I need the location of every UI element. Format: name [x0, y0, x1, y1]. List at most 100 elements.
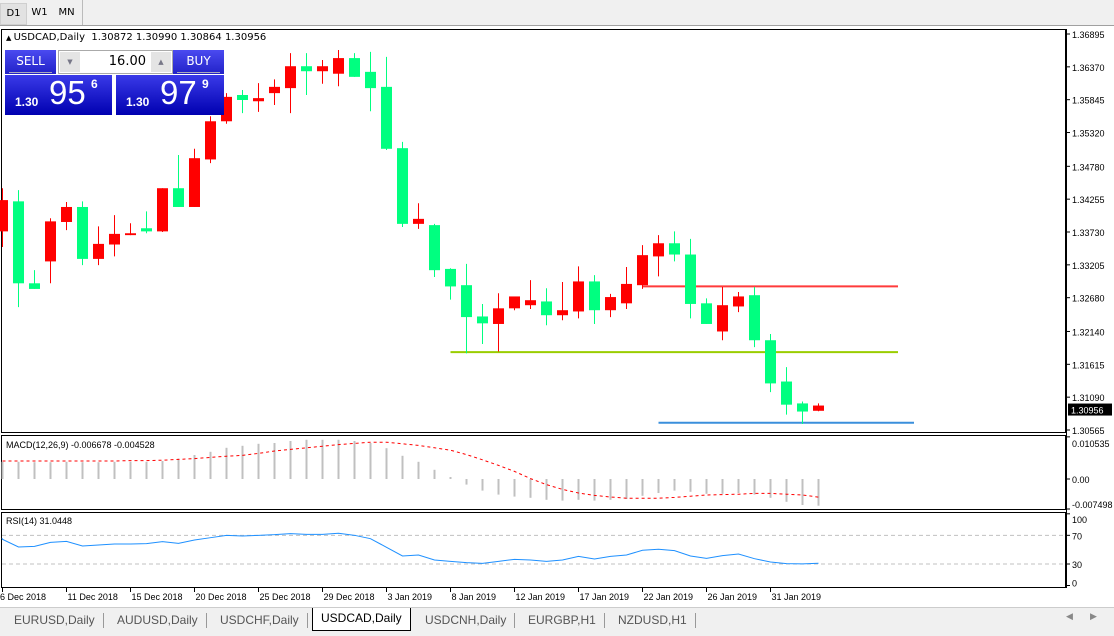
- macd-histogram-bar: [65, 461, 68, 479]
- macd-histogram-bar: [801, 479, 804, 505]
- rsi-panel: [1, 512, 1066, 588]
- chart-header: ▲ USDCAD,Daily 1.30872 1.30990 1.30864 1…: [6, 32, 266, 43]
- buy-button[interactable]: BUY: [173, 50, 224, 74]
- chart-canvas[interactable]: 1.36895 1.36370 1.35845 1.35320 1.34780 1.342…: [0, 26, 1114, 607]
- chart-ohlc: 1.30872 1.30990 1.30864 1.30956: [91, 32, 267, 43]
- candle-bear: [13, 201, 24, 284]
- macd-histogram-bar: [225, 447, 228, 479]
- macd-histogram-bar: [273, 443, 276, 479]
- candle-bear: [797, 403, 808, 412]
- ask-prefix: 1.30: [126, 95, 150, 109]
- price-tick-label: 1.35845: [1072, 96, 1105, 106]
- bid-price-button[interactable]: 1.30 95 6: [5, 74, 112, 115]
- macd-histogram-bar: [81, 462, 84, 479]
- macd-histogram-bar: [417, 461, 420, 479]
- candle-bull: [413, 218, 424, 224]
- timeframe-toolbar: D1 W1 MN: [0, 0, 1114, 26]
- candle-bull: [653, 243, 664, 257]
- chart-tabs-bar: ◀ ▶ EURUSD,Daily AUDUSD,Daily USDCHF,Daily…: [0, 607, 1114, 636]
- macd-histogram-bar: [737, 479, 740, 493]
- tab-divider: [514, 613, 516, 628]
- macd-histogram-bar: [721, 479, 724, 494]
- sell-button[interactable]: SELL: [5, 50, 56, 74]
- candle-bear: [461, 285, 472, 318]
- price-tick-label: 1.36370: [1072, 63, 1105, 73]
- ask-big: 97: [160, 74, 197, 111]
- macd-tick-label: 0.010535: [1072, 439, 1110, 449]
- triangle-down-icon[interactable]: ▼: [60, 52, 80, 72]
- date-tick-label: 6 Dec 2018: [0, 592, 46, 602]
- chart-tab[interactable]: AUDUSD,Daily: [109, 610, 207, 630]
- macd-histogram-bar: [33, 462, 36, 479]
- date-tick-label: 31 Jan 2019: [772, 592, 822, 602]
- candle-bull: [733, 296, 744, 307]
- macd-histogram-bar: [545, 479, 548, 500]
- macd-signal-line: [2, 441, 819, 499]
- macd-histogram-bar: [289, 441, 292, 479]
- current-price-label: 1.30956: [1071, 406, 1104, 416]
- macd-histogram-bar: [625, 479, 628, 499]
- chart-tab[interactable]: USDCNH,Daily: [417, 610, 516, 630]
- candle-bull: [493, 308, 504, 324]
- triangle-up-icon[interactable]: ▲: [151, 52, 171, 72]
- rsi-tick-label: 0: [1072, 579, 1077, 589]
- candle-bull: [61, 206, 72, 222]
- chart-tab-label: USDCNH,Daily: [425, 613, 507, 627]
- candle-bull: [509, 296, 520, 309]
- candle-bear: [365, 71, 376, 89]
- candle-bear: [381, 86, 392, 149]
- macd-histogram-bar: [753, 479, 756, 495]
- price-tick-label: 1.35320: [1072, 129, 1105, 139]
- price-tick-label: 1.33205: [1072, 261, 1105, 271]
- price-tick-label: 1.36895: [1072, 30, 1105, 40]
- ask-small: 9: [202, 77, 209, 91]
- price-tick-label: 1.34255: [1072, 195, 1105, 205]
- timeframe-mn-button[interactable]: MN: [58, 7, 75, 18]
- candle-bull: [45, 221, 56, 262]
- triangle-up-icon[interactable]: ▲: [6, 34, 14, 42]
- chart-tab[interactable]: NZDUSD,H1: [610, 610, 696, 630]
- scroll-right-icon[interactable]: ▶: [1090, 612, 1097, 622]
- chart-symbol: USDCAD,Daily: [13, 32, 85, 43]
- macd-histogram-bar: [161, 461, 164, 479]
- candle-bull: [157, 188, 168, 232]
- price-tick-label: 1.32140: [1072, 327, 1105, 337]
- volume-input[interactable]: 16.00: [108, 54, 146, 69]
- chart-tab-label: EURGBP,H1: [528, 613, 596, 627]
- chart-tab-label: AUDUSD,Daily: [117, 613, 198, 627]
- candle-bear: [749, 295, 760, 341]
- bid-prefix: 1.30: [15, 95, 39, 109]
- chart-tab[interactable]: USDCAD,Daily: [312, 608, 411, 631]
- rsi-tick-label: 100: [1072, 515, 1087, 525]
- bid-small: 6: [91, 77, 98, 91]
- date-tick-label: 11 Dec 2018: [68, 592, 118, 602]
- candle-bear: [477, 316, 488, 324]
- candle-bull: [621, 283, 632, 304]
- chart-tab[interactable]: EURGBP,H1: [520, 610, 605, 630]
- chart-tab[interactable]: EURUSD,Daily: [6, 610, 104, 630]
- candle-bear: [589, 281, 600, 311]
- macd-histogram-bar: [497, 479, 500, 495]
- timeframe-d1-button[interactable]: D1: [0, 3, 27, 25]
- candle-bear: [541, 301, 552, 316]
- chart-tab[interactable]: USDCHF,Daily: [212, 610, 308, 630]
- candle-bull: [0, 200, 8, 232]
- candle-bear: [349, 58, 360, 77]
- sell-label: SELL: [16, 54, 45, 68]
- candle-bear: [237, 94, 248, 101]
- candle-bear: [397, 148, 408, 224]
- macd-histogram-bar: [49, 462, 52, 479]
- ask-price-button[interactable]: 1.30 97 9: [116, 74, 224, 115]
- macd-histogram-bar: [305, 439, 308, 479]
- candle-bear: [701, 303, 712, 324]
- timeframe-w1-button[interactable]: W1: [31, 7, 48, 18]
- candle-bear: [141, 228, 152, 232]
- price-tick-label: 1.30565: [1072, 426, 1105, 436]
- volume-stepper[interactable]: ▼ 16.00 ▲: [58, 50, 173, 74]
- candle-bear: [765, 340, 776, 384]
- scroll-left-icon[interactable]: ◀: [1066, 612, 1073, 622]
- candle-bear: [301, 66, 312, 72]
- macd-histogram-bar: [129, 461, 132, 479]
- date-tick-label: 25 Dec 2018: [260, 592, 311, 602]
- chart-tab-label: NZDUSD,H1: [618, 613, 687, 627]
